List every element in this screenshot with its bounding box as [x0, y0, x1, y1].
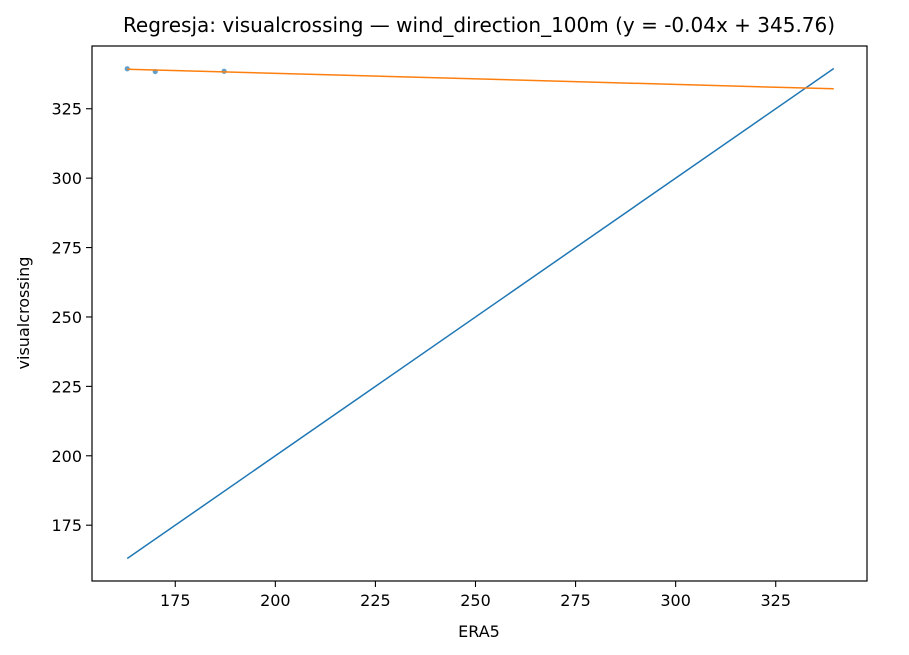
plot-frame	[91, 45, 868, 582]
x-tick-label: 225	[360, 591, 391, 610]
y-tick-label: 325	[51, 100, 82, 119]
y-tick-label: 175	[51, 516, 82, 535]
series-layer	[124, 66, 835, 560]
x-tick-label: 175	[160, 591, 191, 610]
y-tick-label: 200	[51, 447, 82, 466]
x-tick-label: 275	[560, 591, 591, 610]
scatter-point-0	[124, 66, 130, 72]
chart-title: Regresja: visualcrossing — wind_directio…	[123, 13, 835, 37]
y-tick-label: 250	[51, 308, 82, 327]
plot-area: 175 200 225 250 275 300 325 175 200 225 250 275 300…	[51, 45, 868, 610]
series-1-line	[126, 67, 835, 560]
y-tick-label: 225	[51, 377, 82, 396]
y-axis-label: visualcrossing	[14, 257, 33, 370]
y-tick-label: 300	[51, 169, 82, 188]
y-axis-ticks: 175 200 225 250 275 300 325	[51, 100, 92, 535]
x-tick-label: 325	[760, 591, 791, 610]
y-tick-label: 275	[51, 239, 82, 258]
series-2-line	[127, 68, 834, 90]
x-axis-label: ERA5	[458, 622, 500, 641]
x-tick-label: 250	[460, 591, 491, 610]
x-tick-label: 200	[260, 591, 291, 610]
x-tick-label: 300	[660, 591, 691, 610]
x-axis-ticks: 175 200 225 250 275 300 325	[160, 581, 791, 610]
